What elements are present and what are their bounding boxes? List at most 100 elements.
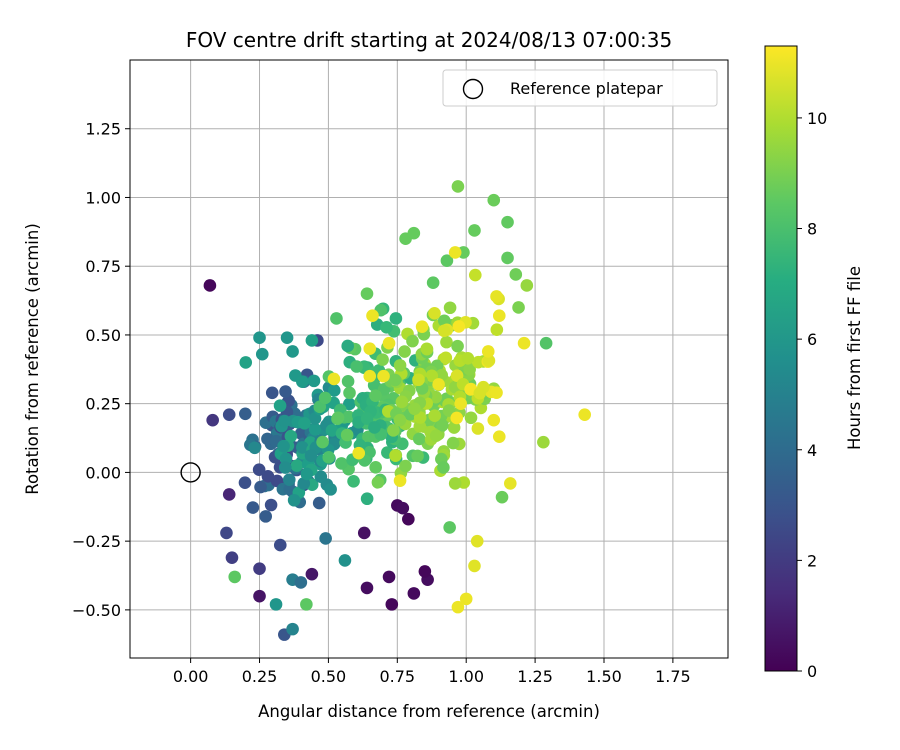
y-tick-label: 0.50 [85, 326, 121, 345]
data-point [284, 429, 298, 443]
data-point [398, 345, 411, 358]
data-point [287, 493, 301, 507]
y-tick-label: 1.25 [85, 120, 121, 139]
data-point [437, 461, 450, 474]
data-point [360, 581, 374, 595]
data-point [407, 226, 421, 240]
data-point [451, 180, 465, 193]
data-point [448, 246, 462, 259]
data-point [343, 386, 356, 400]
data-point [239, 407, 252, 421]
data-point [286, 622, 299, 636]
data-point [517, 336, 531, 350]
x-tick-label: 0.00 [173, 667, 209, 686]
data-point [319, 532, 332, 545]
x-axis-label: Angular distance from reference (arcmin) [258, 702, 600, 721]
chart-title: FOV centre drift starting at 2024/08/13 … [186, 28, 672, 52]
data-point [539, 336, 553, 350]
data-point [393, 474, 407, 487]
data-point [454, 397, 467, 410]
data-point [578, 408, 592, 421]
y-tick-label: −0.50 [72, 601, 121, 620]
data-point [277, 439, 290, 453]
data-point [451, 600, 465, 614]
data-point [279, 385, 292, 398]
x-axis-ticks: 0.00 0.25 0.50 0.75 1.00 1.25 1.50 1.75 [173, 658, 691, 686]
data-point [463, 363, 476, 376]
data-point [393, 413, 407, 427]
data-point [446, 436, 460, 450]
data-point [296, 441, 309, 454]
x-tick-label: 1.50 [586, 667, 622, 686]
data-point [296, 375, 309, 388]
colorbar-tick-label: 8 [807, 220, 817, 239]
data-points [203, 180, 592, 641]
y-tick-label: 0.25 [85, 395, 121, 414]
data-point [246, 501, 260, 514]
data-point [459, 592, 473, 606]
data-point [490, 386, 503, 399]
data-point [248, 441, 262, 455]
data-point [389, 312, 403, 325]
colorbar-tick-label: 2 [807, 551, 817, 570]
data-point [425, 369, 439, 383]
data-point [307, 374, 321, 388]
data-point [487, 193, 501, 207]
data-point [470, 534, 484, 548]
data-point [255, 347, 269, 361]
data-point [537, 435, 550, 449]
data-point [501, 215, 514, 229]
data-point [300, 467, 314, 481]
colorbar-tick-label: 0 [807, 662, 817, 681]
data-point [206, 413, 219, 427]
data-point [331, 411, 345, 425]
data-point [261, 470, 275, 483]
data-point [327, 372, 341, 386]
data-point [388, 373, 402, 387]
data-point [308, 412, 322, 425]
data-point [440, 335, 453, 349]
data-point [448, 477, 462, 490]
data-point [222, 408, 236, 421]
data-point [396, 501, 410, 515]
data-point [439, 351, 453, 365]
data-point [452, 320, 466, 333]
data-point [371, 476, 385, 489]
data-point [335, 457, 348, 470]
data-point [407, 587, 421, 600]
data-point [429, 429, 443, 443]
data-point [342, 410, 356, 424]
data-point [297, 477, 311, 490]
data-point [239, 356, 253, 369]
colorbar-tick-label: 10 [807, 109, 827, 128]
y-axis-ticks: −0.50 −0.25 0.00 0.25 0.50 0.75 1.00 1.25 [72, 120, 130, 620]
data-point [490, 323, 504, 337]
data-point [338, 554, 352, 567]
data-point [418, 565, 432, 578]
y-tick-label: −0.25 [72, 532, 121, 551]
x-tick-label: 1.25 [517, 667, 553, 686]
data-point [286, 345, 299, 358]
data-point [282, 473, 296, 486]
colorbar-tick-label: 6 [807, 330, 817, 349]
data-point [318, 391, 332, 405]
data-point [501, 251, 514, 265]
data-point [347, 474, 360, 488]
data-point [327, 384, 341, 397]
data-point [363, 369, 377, 383]
data-point [376, 353, 389, 366]
data-point [387, 424, 400, 437]
data-point [450, 411, 464, 425]
data-point [503, 477, 517, 490]
data-point [464, 411, 478, 425]
legend-box [442, 69, 718, 107]
colorbar: 0 2 4 6 8 10 Hours from first FF file [764, 45, 864, 681]
data-point [472, 355, 485, 369]
data-point [325, 424, 339, 437]
data-point [385, 598, 399, 611]
y-axis-label: Rotation from reference (arcmin) [23, 223, 42, 495]
reference-platepar-circle [180, 462, 201, 483]
data-point [415, 320, 429, 333]
data-point [290, 459, 304, 472]
